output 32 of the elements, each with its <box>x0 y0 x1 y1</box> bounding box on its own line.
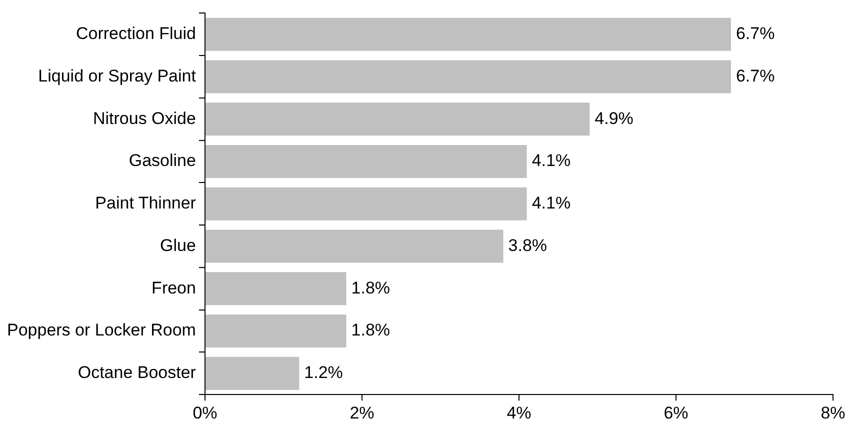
y-tick-label: Liquid or Spray Paint <box>38 66 196 86</box>
x-tick-label: 0% <box>192 403 218 422</box>
y-tick-label: Poppers or Locker Room <box>6 320 196 340</box>
y-tick-label: Glue <box>160 236 196 255</box>
data-label: 6.7% <box>736 66 775 86</box>
y-tick-label: Gasoline <box>128 151 196 170</box>
bar <box>205 230 504 263</box>
data-label: 4.1% <box>532 194 571 213</box>
data-label: 1.8% <box>351 278 390 298</box>
data-label: 4.1% <box>532 151 571 170</box>
data-label: 1.2% <box>304 363 343 382</box>
bar <box>205 102 590 136</box>
y-tick-label: Octane Booster <box>78 363 196 382</box>
bar <box>205 60 731 94</box>
data-label: 6.7% <box>736 24 775 44</box>
data-label: 4.9% <box>594 108 634 128</box>
bar <box>205 314 346 348</box>
x-tick-label: 4% <box>506 403 532 422</box>
x-tick-label: 6% <box>664 403 688 422</box>
bar <box>205 18 731 51</box>
y-tick-label: Paint Thinner <box>95 194 196 213</box>
bar <box>205 272 346 306</box>
data-label: 1.8% <box>351 320 390 340</box>
y-tick-label: Nitrous Oxide <box>92 108 196 128</box>
y-tick-label: Freon <box>152 278 196 298</box>
bar <box>205 356 300 390</box>
bar <box>205 144 527 178</box>
data-label: 3.8% <box>508 236 548 255</box>
x-tick-label: 8% <box>820 403 846 422</box>
y-tick-label: Correction Fluid <box>76 24 196 44</box>
x-tick-label: 2% <box>350 403 374 422</box>
bar <box>205 187 527 220</box>
